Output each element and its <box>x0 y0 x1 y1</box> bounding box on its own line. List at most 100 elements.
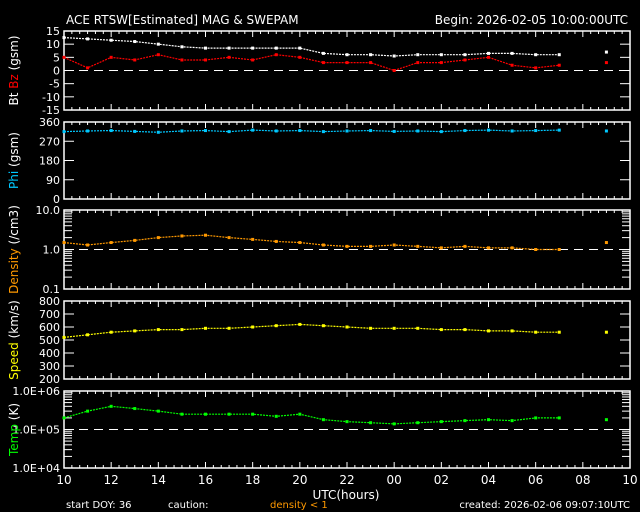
series-line-bz <box>63 54 560 72</box>
data-point-temp <box>133 407 137 411</box>
x-tick-label: 02 <box>434 473 449 487</box>
y-axis-label-part: (/cm3) <box>7 205 21 248</box>
data-point-temp <box>392 422 396 426</box>
y-axis-label-part: Temp <box>7 424 21 457</box>
y-tick-label: 0 <box>53 65 60 78</box>
data-point-phi <box>133 129 137 133</box>
x-tick-label: 18 <box>245 473 260 487</box>
data-point-speed <box>227 326 231 330</box>
y-tick-label: 800 <box>39 295 60 308</box>
data-point-bt <box>392 54 396 58</box>
series-line-density <box>63 234 560 251</box>
data-point-phi <box>416 129 420 133</box>
data-point-bt <box>557 53 561 57</box>
x-tick-label: 00 <box>387 473 402 487</box>
data-point-bz <box>133 58 137 62</box>
series-line-bt <box>63 36 560 57</box>
data-point-bz <box>227 55 231 59</box>
y-tick-label: 500 <box>39 334 60 347</box>
data-point-bz <box>298 55 302 59</box>
x-tick-label: 20 <box>292 473 307 487</box>
data-point-density <box>180 234 184 238</box>
data-point-temp <box>345 420 349 424</box>
y-tick-label: 5 <box>53 51 60 64</box>
data-point-speed <box>62 335 66 339</box>
data-point-temp <box>604 418 608 422</box>
data-point-phi <box>251 128 255 132</box>
data-point-phi <box>274 129 278 133</box>
data-point-density <box>86 243 90 247</box>
data-point-temp <box>463 419 467 423</box>
data-point-bt <box>251 46 255 50</box>
data-point-speed <box>274 324 278 328</box>
data-point-density <box>604 241 608 245</box>
data-point-bt <box>133 40 137 44</box>
data-point-speed <box>204 326 207 330</box>
data-point-phi <box>180 129 184 133</box>
data-point-bz <box>392 69 396 72</box>
data-point-temp <box>534 416 538 420</box>
data-point-temp <box>274 414 278 418</box>
data-point-temp <box>487 418 490 422</box>
y-tick-label: 1.0E+04 <box>12 462 60 475</box>
data-point-phi <box>487 128 490 132</box>
caution-label: caution: <box>168 500 209 511</box>
data-point-density <box>369 244 373 248</box>
data-point-bt <box>227 46 231 50</box>
data-point-bz <box>557 63 561 67</box>
data-point-temp <box>204 412 207 416</box>
data-point-bz <box>62 55 66 59</box>
x-tick-label: 14 <box>151 473 166 487</box>
data-point-speed <box>604 330 608 334</box>
data-point-phi <box>439 130 443 134</box>
data-point-phi <box>321 130 325 134</box>
data-point-bz <box>321 61 325 65</box>
series-line-phi <box>63 129 560 133</box>
data-point-density <box>416 244 420 248</box>
y-tick-label: 360 <box>39 116 60 129</box>
series-line-temp <box>63 405 560 425</box>
data-point-bz <box>180 58 184 62</box>
y-axis-label-part: Bt <box>7 92 21 105</box>
data-point-bt <box>156 42 160 46</box>
y-tick-label: -10 <box>42 91 60 104</box>
data-point-temp <box>439 420 443 424</box>
data-point-density <box>321 243 325 247</box>
y-tick-label: 1.0E+05 <box>12 424 60 437</box>
data-point-bt <box>298 46 302 50</box>
data-point-density <box>204 233 207 237</box>
chart-title: ACE RTSW[Estimated] MAG & SWEPAM <box>66 13 299 27</box>
data-point-speed <box>298 322 302 326</box>
x-tick-label: 12 <box>104 473 119 487</box>
data-point-phi <box>463 129 467 133</box>
data-point-speed <box>487 329 490 333</box>
data-point-density <box>109 241 113 245</box>
data-point-bt <box>604 50 608 54</box>
data-point-phi <box>109 129 113 133</box>
y-axis-label-part: (gsm) <box>7 35 21 74</box>
data-point-bz <box>345 61 349 65</box>
y-axis-label-phi: Phi (gsm) <box>7 132 21 189</box>
y-tick-label: 90 <box>46 174 60 187</box>
y-axis-label-part: (K) <box>7 403 21 424</box>
x-tick-label: 22 <box>339 473 354 487</box>
y-axis-label-bt: Bt Bz (gsm) <box>7 35 21 105</box>
data-point-temp <box>321 418 325 422</box>
y-tick-label: 270 <box>39 135 60 148</box>
y-tick-label: 1.0 <box>43 244 61 257</box>
x-tick-label: 08 <box>575 473 590 487</box>
data-point-bz <box>86 66 90 70</box>
data-point-temp <box>62 416 66 420</box>
data-point-bt <box>463 53 467 57</box>
data-point-phi <box>345 129 349 133</box>
data-point-bz <box>204 58 207 62</box>
data-point-temp <box>510 419 514 423</box>
start-doy: start DOY: 36 <box>66 500 132 511</box>
data-point-temp <box>298 412 302 416</box>
y-axis-label-part: Bz <box>7 74 21 92</box>
data-point-bt <box>180 45 184 49</box>
data-point-phi <box>392 129 396 133</box>
data-point-speed <box>534 330 538 334</box>
data-point-temp <box>416 421 420 425</box>
